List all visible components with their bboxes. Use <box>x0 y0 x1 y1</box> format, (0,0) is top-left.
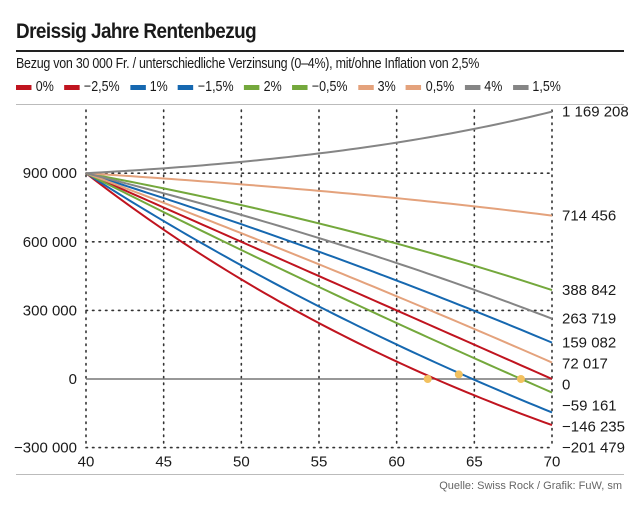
x-tick-label: 40 <box>78 454 95 471</box>
end-value-label: 0 <box>562 377 570 394</box>
legend-label: 4% <box>484 79 503 95</box>
legend-swatch <box>405 84 422 90</box>
series-line <box>85 172 553 217</box>
series-line <box>85 172 553 320</box>
series-line <box>85 172 553 414</box>
depletion-marker <box>423 375 432 383</box>
legend-swatch <box>512 84 529 90</box>
legend-item: 0,5% <box>405 79 455 95</box>
legend-item: 3% <box>357 79 396 95</box>
legend-item: 0% <box>16 79 54 95</box>
end-value-label: −146 235 <box>562 419 625 436</box>
legend-label: 3% <box>377 79 396 95</box>
legend-item: −1,5% <box>178 79 234 95</box>
x-tick-label: 45 <box>155 454 172 471</box>
legend-label: −1,5% <box>197 79 234 95</box>
chart-title: Dreissig Jahre Rentenbezug <box>16 20 257 43</box>
legend-label: 0,5% <box>425 79 455 95</box>
legend-label: 0% <box>35 79 54 95</box>
legend-label: 1% <box>149 79 168 95</box>
y-tick-label: −300 000 <box>14 440 77 457</box>
legend-item: 4% <box>464 79 503 95</box>
end-value-label: −201 479 <box>562 440 625 457</box>
legend-swatch <box>357 84 374 90</box>
legend-label: 1,5% <box>532 79 561 95</box>
x-tick-label: 65 <box>466 454 483 471</box>
legend-swatch <box>129 84 146 90</box>
legend-item: −0,5% <box>292 79 348 95</box>
legend-item: −2,5% <box>64 79 120 95</box>
legend: 0% −2,5% 1% −1,5% 2% −0,5% 3% 0,5% 4% 1,5% <box>16 79 561 95</box>
y-tick-label: 0 <box>69 371 77 388</box>
legend-swatch <box>178 84 194 90</box>
legend-rule <box>16 104 624 105</box>
series-line <box>85 110 553 175</box>
end-value-label: 388 842 <box>562 282 616 299</box>
series-line <box>85 172 553 292</box>
legend-label: −0,5% <box>311 79 348 95</box>
legend-swatch <box>243 84 260 90</box>
end-value-label: 1 169 208 <box>562 104 629 121</box>
x-tick-label: 60 <box>388 454 405 471</box>
x-tick-label: 55 <box>311 454 328 471</box>
depletion-marker <box>516 375 525 383</box>
legend-label: −2,5% <box>83 79 120 95</box>
title-rule <box>16 50 624 52</box>
series-line <box>85 172 553 394</box>
legend-swatch <box>292 84 308 90</box>
x-tick-label: 50 <box>233 454 250 471</box>
series-line <box>85 172 553 344</box>
footer-rule <box>16 474 624 475</box>
legend-swatch <box>464 84 480 90</box>
legend-label: 2% <box>263 79 282 95</box>
legend-item: 1,5% <box>512 79 561 95</box>
y-tick-label: 600 000 <box>23 234 77 251</box>
y-tick-label: 900 000 <box>23 165 77 182</box>
series-line <box>85 172 553 380</box>
series-line <box>85 172 553 364</box>
source-note: Quelle: Swiss Rock / Grafik: FuW, sm <box>439 480 622 492</box>
end-value-label: 72 017 <box>562 356 608 373</box>
legend-item: 1% <box>129 79 168 95</box>
end-value-label: 714 456 <box>562 208 616 225</box>
legend-swatch <box>64 84 80 90</box>
chart-subtitle: Bezug von 30 000 Fr. / unterschiedliche … <box>16 56 480 72</box>
legend-swatch <box>16 84 32 90</box>
series-line <box>85 172 553 427</box>
depletion-marker <box>454 370 463 379</box>
legend-item: 2% <box>243 79 282 95</box>
end-value-label: 159 082 <box>562 335 616 352</box>
end-value-label: 263 719 <box>562 311 616 328</box>
y-tick-label: 300 000 <box>23 302 77 319</box>
end-value-label: −59 161 <box>562 398 617 415</box>
x-tick-label: 70 <box>544 454 561 471</box>
